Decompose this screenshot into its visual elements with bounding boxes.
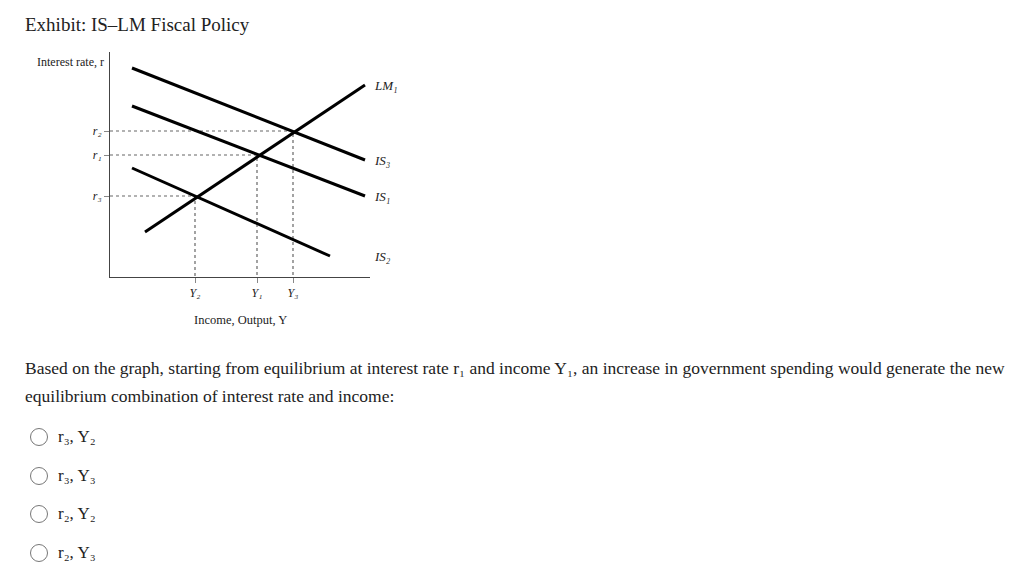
html-text:r₂, Y₃: r₂, Y₃ <box>58 542 96 562</box>
svg-text:Y₂: Y₂ <box>190 286 201 300</box>
svg-text:r₃: r₃ <box>93 189 102 203</box>
html-text:r₃, Y₃: r₃, Y₃ <box>58 465 96 485</box>
svg-text:Y₁: Y₁ <box>252 286 263 300</box>
html-text:r₃, Y₂: r₃, Y₂ <box>58 427 96 446</box>
svg-text:IS₁: IS₁ <box>374 189 390 204</box>
svg-text:IS₂: IS₂ <box>374 249 391 264</box>
svg-text:r₁: r₁ <box>93 148 102 162</box>
svg-text:r₂: r₂ <box>93 124 102 138</box>
html-text:Exhibit: IS–LM Fiscal Policy: Exhibit: IS–LM Fiscal Policy <box>25 14 250 35</box>
svg-text:Interest rate, r: Interest rate, r <box>37 55 104 69</box>
html-text:Based on the graph, starting f: Based on the graph, starting from equili… <box>25 358 1005 406</box>
svg-text:LM₁: LM₁ <box>374 78 398 93</box>
svg-text:IS₃: IS₃ <box>374 153 390 168</box>
svg-text:Income, Output, Y: Income, Output, Y <box>194 313 287 327</box>
html-text:r₂, Y₂: r₂, Y₂ <box>58 504 96 523</box>
svg-text:Y₃: Y₃ <box>288 286 299 300</box>
